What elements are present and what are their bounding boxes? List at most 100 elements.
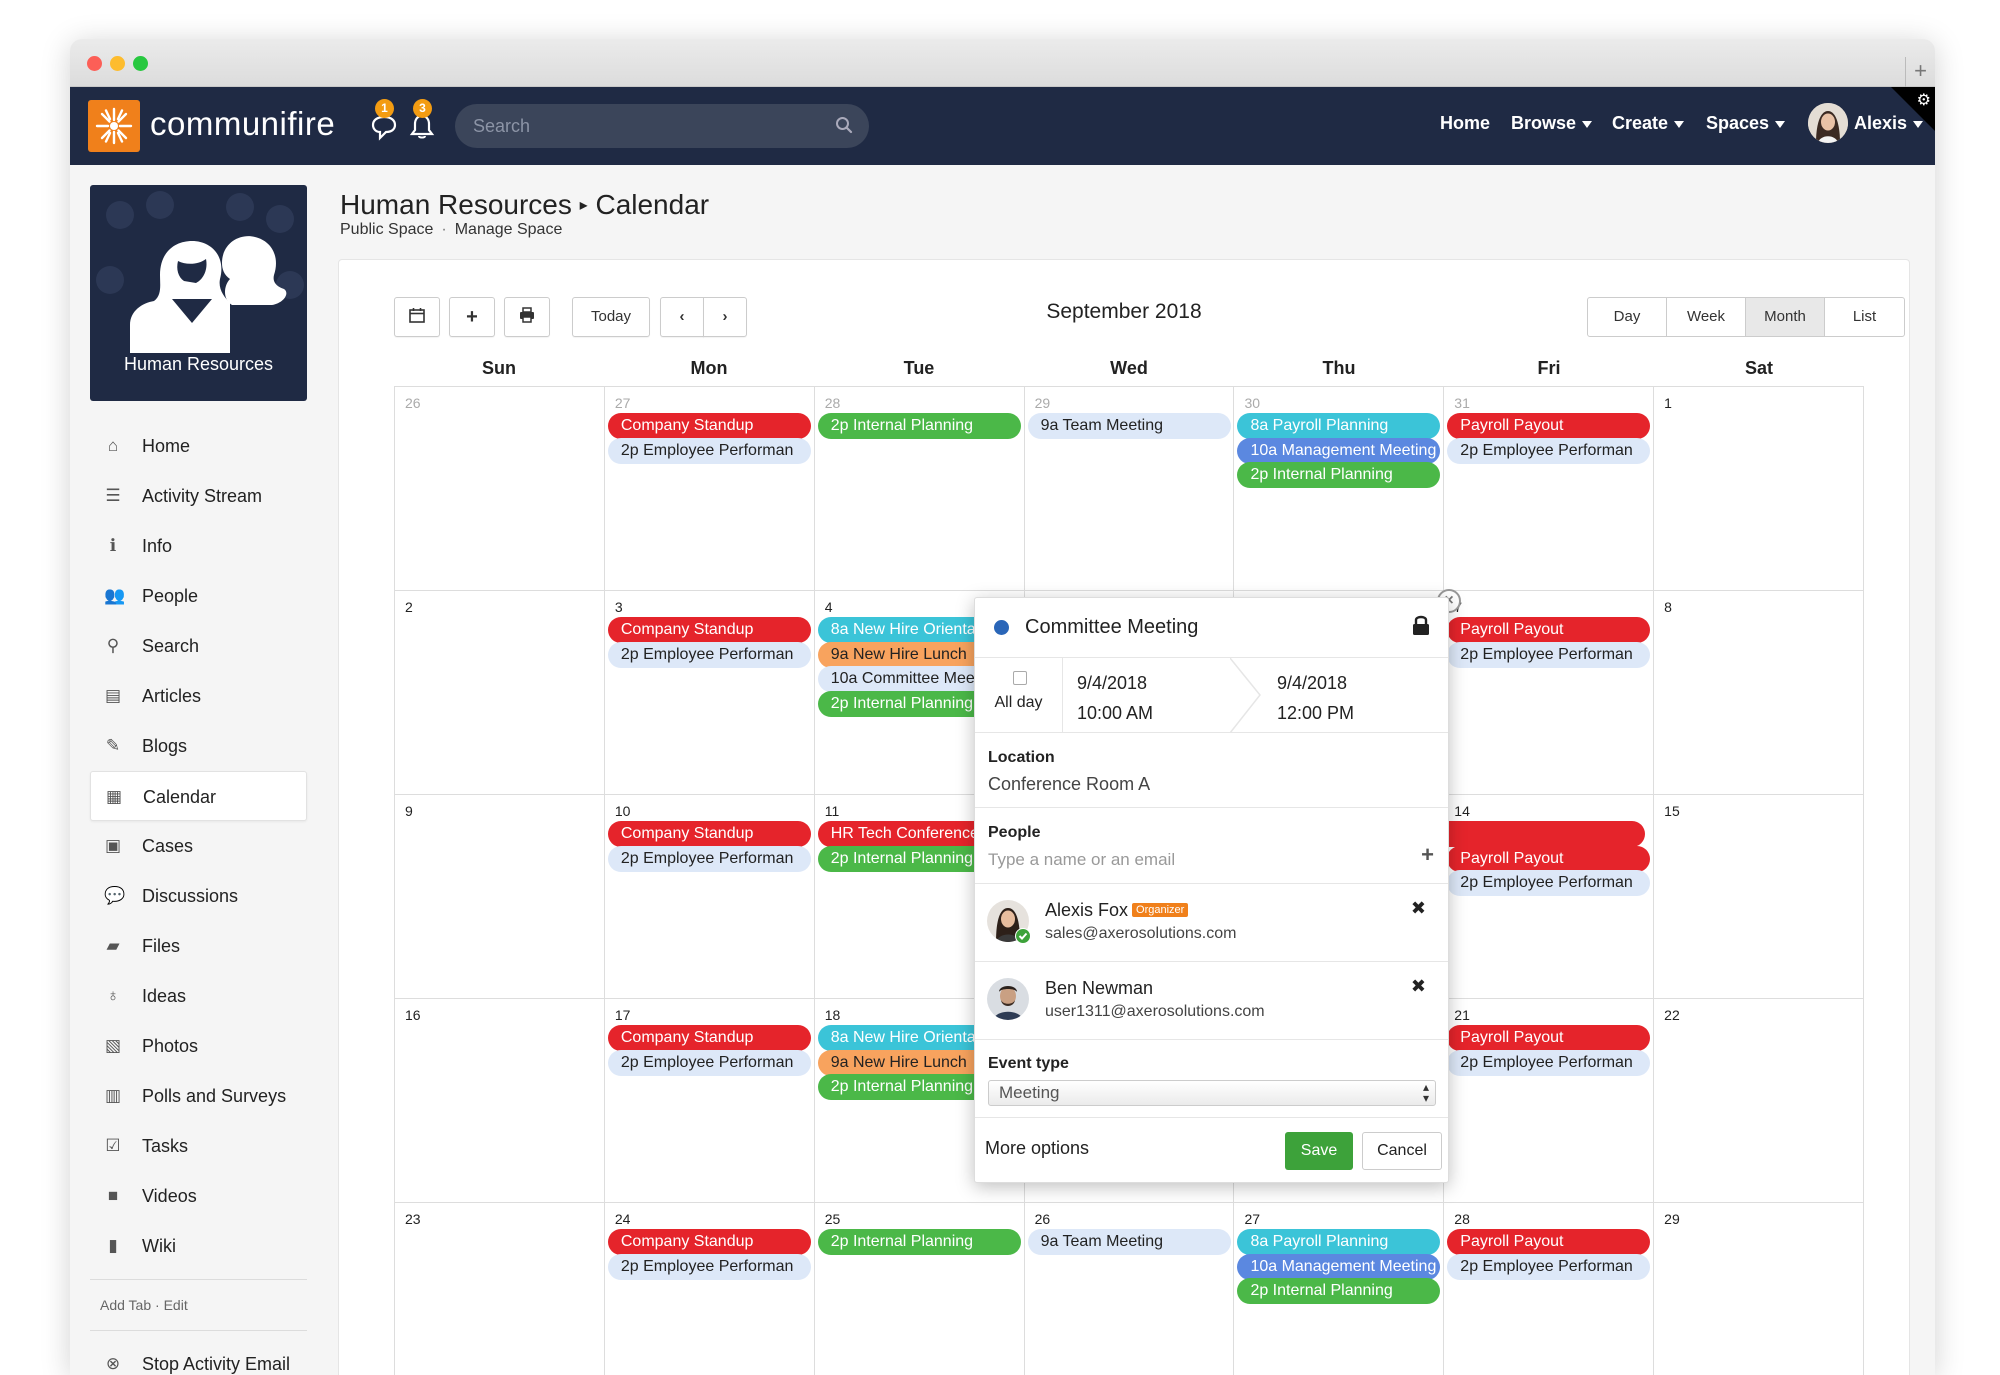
- sidebar-item-discussions[interactable]: 💬 Discussions: [90, 871, 307, 921]
- day-cell[interactable]: 2: [395, 591, 605, 795]
- day-cell[interactable]: 16: [395, 999, 605, 1203]
- manage-space-link[interactable]: Manage Space: [454, 221, 563, 238]
- next-month-button[interactable]: ›: [703, 297, 747, 337]
- maximize-window-button[interactable]: [133, 56, 148, 71]
- calendar-event[interactable]: Payroll Payout: [1447, 845, 1651, 872]
- day-cell[interactable]: 23: [395, 1203, 605, 1375]
- sidebar-item-ideas[interactable]: ♁ Ideas: [90, 971, 307, 1021]
- calendar-event[interactable]: 2p Internal Planning: [1237, 462, 1441, 488]
- day-cell[interactable]: 21 Payroll Payout 2p Employee Performan: [1444, 999, 1655, 1203]
- sidebar-item-videos[interactable]: ■ Videos: [90, 1171, 307, 1221]
- print-button[interactable]: [504, 297, 550, 337]
- space-tile[interactable]: Human Resources: [90, 185, 307, 401]
- notifications-button[interactable]: 3: [408, 99, 440, 143]
- calendar-event[interactable]: 2p Employee Performan: [607, 1049, 811, 1076]
- calendar-event[interactable]: 10a Management Meeting: [1237, 437, 1441, 464]
- day-cell[interactable]: 26 9a Team Meeting: [1025, 1203, 1235, 1375]
- day-cell[interactable]: 30 8a Payroll Planning 10a Management Meet…: [1234, 387, 1445, 591]
- calendar-event[interactable]: Company Standup: [607, 413, 811, 439]
- all-day-checkbox[interactable]: [1013, 671, 1027, 685]
- view-list-button[interactable]: List: [1852, 308, 1877, 325]
- calendar-event[interactable]: 10a Committee Meeting: [817, 666, 1021, 692]
- calendar-event[interactable]: 2p Employee Performan: [1447, 870, 1651, 896]
- day-cell[interactable]: 28 2p Internal Planning: [814, 387, 1025, 591]
- day-cell[interactable]: 28 Payroll Payout 2p Employee Performan: [1444, 1203, 1655, 1375]
- gear-icon[interactable]: ⚙: [1916, 92, 1931, 109]
- remove-attendee-icon[interactable]: ✖: [1410, 898, 1426, 918]
- calendar-event[interactable]: Payroll Payout: [1447, 413, 1651, 439]
- calendar-event[interactable]: 2p Employee Performan: [1447, 1253, 1651, 1280]
- calendar-event[interactable]: Company Standup: [607, 1229, 811, 1255]
- sidebar-item-blogs[interactable]: ✎ Blogs: [90, 721, 307, 771]
- view-day-button[interactable]: Day: [1588, 298, 1667, 336]
- end-datetime[interactable]: 9/4/2018 12:00 PM: [1277, 668, 1354, 728]
- sidebar-item-info[interactable]: ℹ Info: [90, 521, 307, 571]
- sidebar-item-home[interactable]: ⌂ Home: [90, 421, 307, 471]
- date-picker-button[interactable]: [394, 297, 440, 337]
- sidebar-item-search[interactable]: ⚲ Search: [90, 621, 307, 671]
- lock-icon[interactable]: [1412, 614, 1430, 636]
- cancel-button[interactable]: Cancel: [1362, 1132, 1442, 1170]
- stop-activity-email-link[interactable]: ⊗ Stop Activity Email: [90, 1339, 307, 1375]
- view-month-button[interactable]: Month: [1746, 298, 1825, 336]
- day-cell[interactable]: 15: [1654, 795, 1865, 999]
- event-color-dot[interactable]: [994, 620, 1009, 635]
- calendar-event[interactable]: 10a Management Meeting: [1237, 1253, 1441, 1280]
- today-button[interactable]: Today: [572, 297, 650, 337]
- people-input[interactable]: Type a name or an email: [988, 850, 1176, 869]
- calendar-event[interactable]: 2p Employee Performan: [607, 641, 811, 668]
- calendar-event[interactable]: 2p Employee Performan: [1447, 641, 1651, 668]
- calendar-event[interactable]: 2p Employee Performan: [607, 845, 811, 872]
- calendar-event[interactable]: 2p Internal Planning: [1237, 1278, 1441, 1304]
- calendar-event[interactable]: 8a Payroll Planning: [1237, 413, 1441, 439]
- add-person-icon[interactable]: +: [1421, 842, 1434, 867]
- day-cell[interactable]: 9: [395, 795, 605, 999]
- day-cell[interactable]: 22: [1654, 999, 1865, 1203]
- day-cell[interactable]: 26: [395, 387, 605, 591]
- nav-create-menu[interactable]: Create: [1612, 113, 1685, 134]
- calendar-event[interactable]: 2p Employee Performan: [607, 437, 811, 464]
- location-field[interactable]: Location Conference Room A: [975, 733, 1448, 808]
- brand-logo[interactable]: [88, 100, 140, 152]
- calendar-event[interactable]: 2p Employee Performan: [607, 1253, 811, 1280]
- calendar-event[interactable]: Company Standup: [607, 1025, 811, 1051]
- calendar-event[interactable]: 2p Employee Performan: [1447, 1049, 1651, 1076]
- day-cell[interactable]: 27 8a Payroll Planning 10a Management Meet…: [1234, 1203, 1445, 1375]
- calendar-event[interactable]: Company Standup: [607, 821, 811, 847]
- user-avatar[interactable]: [1808, 103, 1848, 143]
- day-cell[interactable]: 29 9a Team Meeting: [1024, 387, 1235, 591]
- sidebar-item-photos[interactable]: ▧ Photos: [90, 1021, 307, 1071]
- calendar-event[interactable]: 2p Internal Planning: [817, 1074, 1021, 1100]
- start-datetime[interactable]: 9/4/2018 10:00 AM: [1077, 668, 1153, 728]
- calendar-event[interactable]: Payroll Payout: [1447, 1025, 1651, 1051]
- new-tab-button[interactable]: +: [1905, 57, 1935, 87]
- sidebar-item-articles[interactable]: ▤ Articles: [90, 671, 307, 721]
- sidebar-item-calendar[interactable]: ▦ Calendar: [90, 771, 307, 821]
- more-options-link[interactable]: More options: [985, 1138, 1090, 1158]
- sidebar-item-activity-stream[interactable]: ☰ Activity Stream: [90, 471, 307, 521]
- nav-browse-menu[interactable]: Browse: [1511, 113, 1593, 134]
- nav-spaces-menu[interactable]: Spaces: [1706, 113, 1786, 134]
- day-cell[interactable]: 3 Company Standup 2p Employee Performan: [604, 591, 815, 795]
- day-cell[interactable]: 27 Company Standup 2p Employee Performan: [604, 387, 815, 591]
- calendar-event[interactable]: 8a Payroll Planning: [1237, 1229, 1441, 1255]
- search-input[interactable]: [473, 104, 823, 148]
- sidebar-item-tasks[interactable]: ☑ Tasks: [90, 1121, 307, 1171]
- day-cell[interactable]: 17 Company Standup 2p Employee Performan: [604, 999, 815, 1203]
- sidebar-item-wiki[interactable]: ▮ Wiki: [90, 1221, 307, 1271]
- brand-name[interactable]: communifire: [150, 105, 336, 142]
- calendar-event[interactable]: 9a Team Meeting: [1027, 1229, 1231, 1255]
- remove-attendee-icon[interactable]: ✖: [1410, 976, 1426, 996]
- day-cell[interactable]: 10 Company Standup 2p Employee Performan: [604, 795, 815, 999]
- breadcrumb-space[interactable]: Human Resources: [340, 189, 572, 220]
- day-cell[interactable]: 1: [1654, 387, 1865, 591]
- sidebar-item-cases[interactable]: ▣ Cases: [90, 821, 307, 871]
- add-tab-link[interactable]: Add Tab: [100, 1297, 152, 1313]
- day-cell[interactable]: 8: [1654, 591, 1865, 795]
- save-button[interactable]: Save: [1285, 1132, 1353, 1170]
- admin-corner[interactable]: [1891, 87, 1935, 131]
- sidebar-item-people[interactable]: 👥 People: [90, 571, 307, 621]
- close-window-button[interactable]: [87, 56, 102, 71]
- messages-button[interactable]: 1: [370, 99, 402, 143]
